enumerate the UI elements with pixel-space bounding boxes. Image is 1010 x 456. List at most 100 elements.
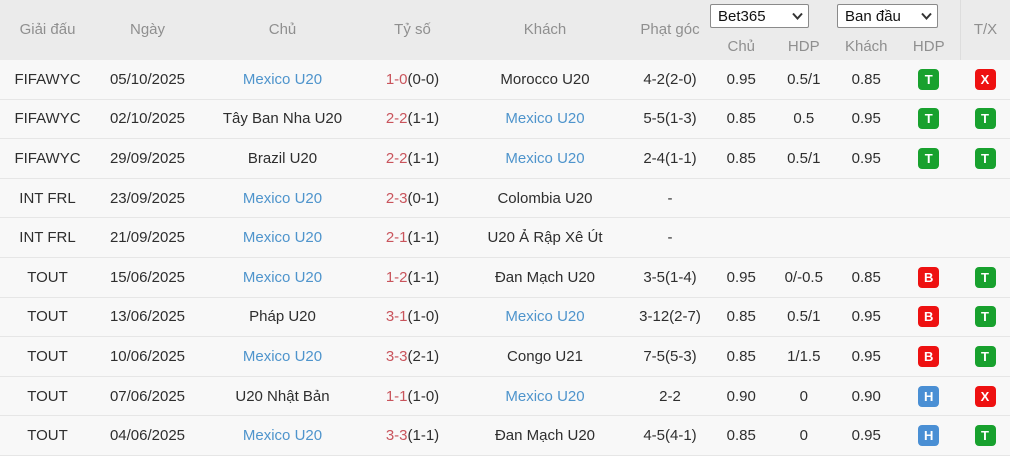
hdp-result-cell: T — [898, 108, 961, 130]
odds-home-cell: 0.90 — [726, 387, 756, 405]
halftime-score: (1-0) — [407, 308, 440, 326]
odds-home-cell: 0.85 — [726, 149, 756, 167]
table-row: FIFAWYC 29/09/2025 Brazil U20 2-2(1-1) M… — [0, 139, 1010, 179]
hdp-result-badge: H — [918, 425, 940, 447]
table-row: INT FRL 21/09/2025 Mexico U20 2-1(1-1) U… — [0, 218, 1010, 258]
corners-cell: 3-5(1-4) — [643, 268, 697, 286]
hdp-result-cell: T — [898, 68, 961, 90]
home-team-link[interactable]: Mexico U20 — [242, 189, 323, 207]
hdp-result-badge: B — [918, 306, 940, 328]
date-cell: 04/06/2025 — [109, 427, 186, 445]
halftime-score: (1-1) — [407, 110, 440, 128]
league-cell: TOUT — [27, 427, 68, 445]
column-header-league: Giải đấu — [19, 21, 76, 38]
score-cell: 2-1(1-1) — [365, 229, 460, 246]
hdp-result-cell: H — [898, 385, 961, 407]
table-row: TOUT 07/06/2025 U20 Nhật Bản 1-1(1-0) Me… — [0, 376, 1010, 417]
corners-cell: 4-5(4-1) — [643, 427, 697, 445]
odds-away-cell: 0.95 — [851, 149, 881, 167]
odds-stage-select-wrap: Ban đầu — [837, 4, 938, 28]
home-team-link[interactable]: Mexico U20 — [242, 427, 323, 445]
subheader-odds-away: Khách — [844, 38, 888, 55]
odds-hdp-cell: 0 — [799, 387, 808, 405]
tx-result-cell: T — [960, 147, 1010, 169]
away-team-link[interactable]: Đan Mạch U20 — [494, 268, 596, 286]
bookmaker-select[interactable]: Bet365 — [710, 4, 809, 28]
hdp-result-badge: T — [918, 68, 940, 90]
date-cell: 21/09/2025 — [109, 229, 186, 247]
home-team-link[interactable]: Tây Ban Nha U20 — [222, 110, 343, 128]
table-row: TOUT 04/06/2025 Mexico U20 3-3(1-1) Đan … — [0, 416, 1010, 456]
league-cell: TOUT — [27, 268, 68, 286]
hdp-result-cell: T — [898, 147, 961, 169]
away-team-link[interactable]: Morocco U20 — [500, 70, 590, 88]
tx-result-cell: T — [960, 266, 1010, 288]
home-team-link[interactable]: Mexico U20 — [242, 268, 323, 286]
home-team-link[interactable]: Pháp U20 — [249, 308, 316, 326]
home-team-link[interactable]: U20 Nhật Bản — [235, 387, 330, 405]
column-header-corners: Phạt góc — [640, 21, 700, 38]
date-cell: 15/06/2025 — [109, 268, 186, 286]
corners-cell: 2-2 — [659, 387, 681, 405]
home-team-link[interactable]: Brazil U20 — [247, 149, 318, 167]
odds-stage-select[interactable]: Ban đầu — [837, 4, 938, 28]
hdp-result-cell: H — [898, 425, 961, 447]
league-cell: FIFAWYC — [14, 70, 81, 88]
away-team-link[interactable]: U20 Ả Rập Xê Út — [487, 229, 603, 247]
tx-result-badge: T — [974, 147, 996, 169]
odds-away-cell: 0.85 — [851, 70, 881, 88]
odds-hdp-cell: 0.5/1 — [787, 149, 821, 167]
home-team-link[interactable]: Mexico U20 — [242, 70, 323, 88]
league-cell: FIFAWYC — [14, 149, 81, 167]
score-cell: 3-1(1-0) — [365, 308, 460, 325]
odds-away-cell: 0.90 — [851, 387, 881, 405]
away-team-link[interactable]: Colombia U20 — [497, 189, 593, 207]
table-row: FIFAWYC 02/10/2025 Tây Ban Nha U20 2-2(1… — [0, 99, 1010, 140]
hdp-result-cell: B — [898, 345, 961, 367]
corners-cell: 7-5(5-3) — [643, 347, 697, 365]
column-header-date: Ngày — [129, 21, 166, 38]
away-team-link[interactable]: Mexico U20 — [505, 110, 585, 128]
home-team-link[interactable]: Mexico U20 — [242, 347, 323, 365]
tx-result-cell: T — [960, 108, 1010, 130]
date-cell: 13/06/2025 — [109, 308, 186, 326]
away-team-link[interactable]: Mexico U20 — [505, 308, 585, 326]
odds-hdp-cell: 0/-0.5 — [784, 268, 823, 286]
away-team-link[interactable]: Mexico U20 — [505, 149, 585, 167]
score-cell: 1-2(1-1) — [365, 269, 460, 286]
table-header: Giải đấu Ngày Chủ Tỷ số Khách Phạt góc B… — [0, 0, 1010, 60]
odds-away-cell: 0.95 — [851, 110, 881, 128]
fulltime-score: 3-3 — [385, 347, 408, 365]
fulltime-score: 1-1 — [385, 387, 408, 405]
odds-home-cell: 0.85 — [726, 110, 756, 128]
tx-result-badge: T — [974, 266, 996, 288]
halftime-score: (1-0) — [407, 387, 440, 405]
league-cell: INT FRL — [19, 229, 76, 247]
fulltime-score: 2-2 — [385, 149, 408, 167]
fulltime-score: 2-3 — [385, 189, 408, 207]
tx-result-badge: T — [974, 425, 996, 447]
halftime-score: (1-1) — [407, 149, 440, 167]
away-team-link[interactable]: Congo U21 — [507, 347, 583, 365]
table-row: TOUT 10/06/2025 Mexico U20 3-3(2-1) Cong… — [0, 337, 1010, 377]
odds-hdp-cell: 1/1.5 — [787, 347, 821, 365]
corners-cell: - — [667, 229, 673, 247]
halftime-score: (0-1) — [407, 189, 440, 207]
hdp-result-badge: T — [918, 108, 940, 130]
league-cell: INT FRL — [19, 189, 76, 207]
home-team-link[interactable]: Mexico U20 — [242, 229, 323, 247]
away-team-link[interactable]: Mexico U20 — [505, 387, 585, 405]
tx-result-cell: X — [960, 68, 1010, 90]
score-cell: 2-3(0-1) — [365, 190, 460, 207]
score-cell: 3-3(1-1) — [365, 427, 460, 444]
fulltime-score: 2-1 — [385, 229, 408, 247]
date-cell: 07/06/2025 — [109, 387, 186, 405]
odds-home-cell: 0.85 — [726, 347, 756, 365]
away-team-link[interactable]: Đan Mạch U20 — [494, 427, 596, 445]
odds-subheaders: Chủ HDP Khách HDP — [710, 38, 960, 55]
fulltime-score: 2-2 — [385, 110, 408, 128]
date-cell: 23/09/2025 — [109, 189, 186, 207]
table-row: INT FRL 23/09/2025 Mexico U20 2-3(0-1) C… — [0, 178, 1010, 219]
table-row: FIFAWYC 05/10/2025 Mexico U20 1-0(0-0) M… — [0, 60, 1010, 100]
score-cell: 2-2(1-1) — [365, 150, 460, 167]
